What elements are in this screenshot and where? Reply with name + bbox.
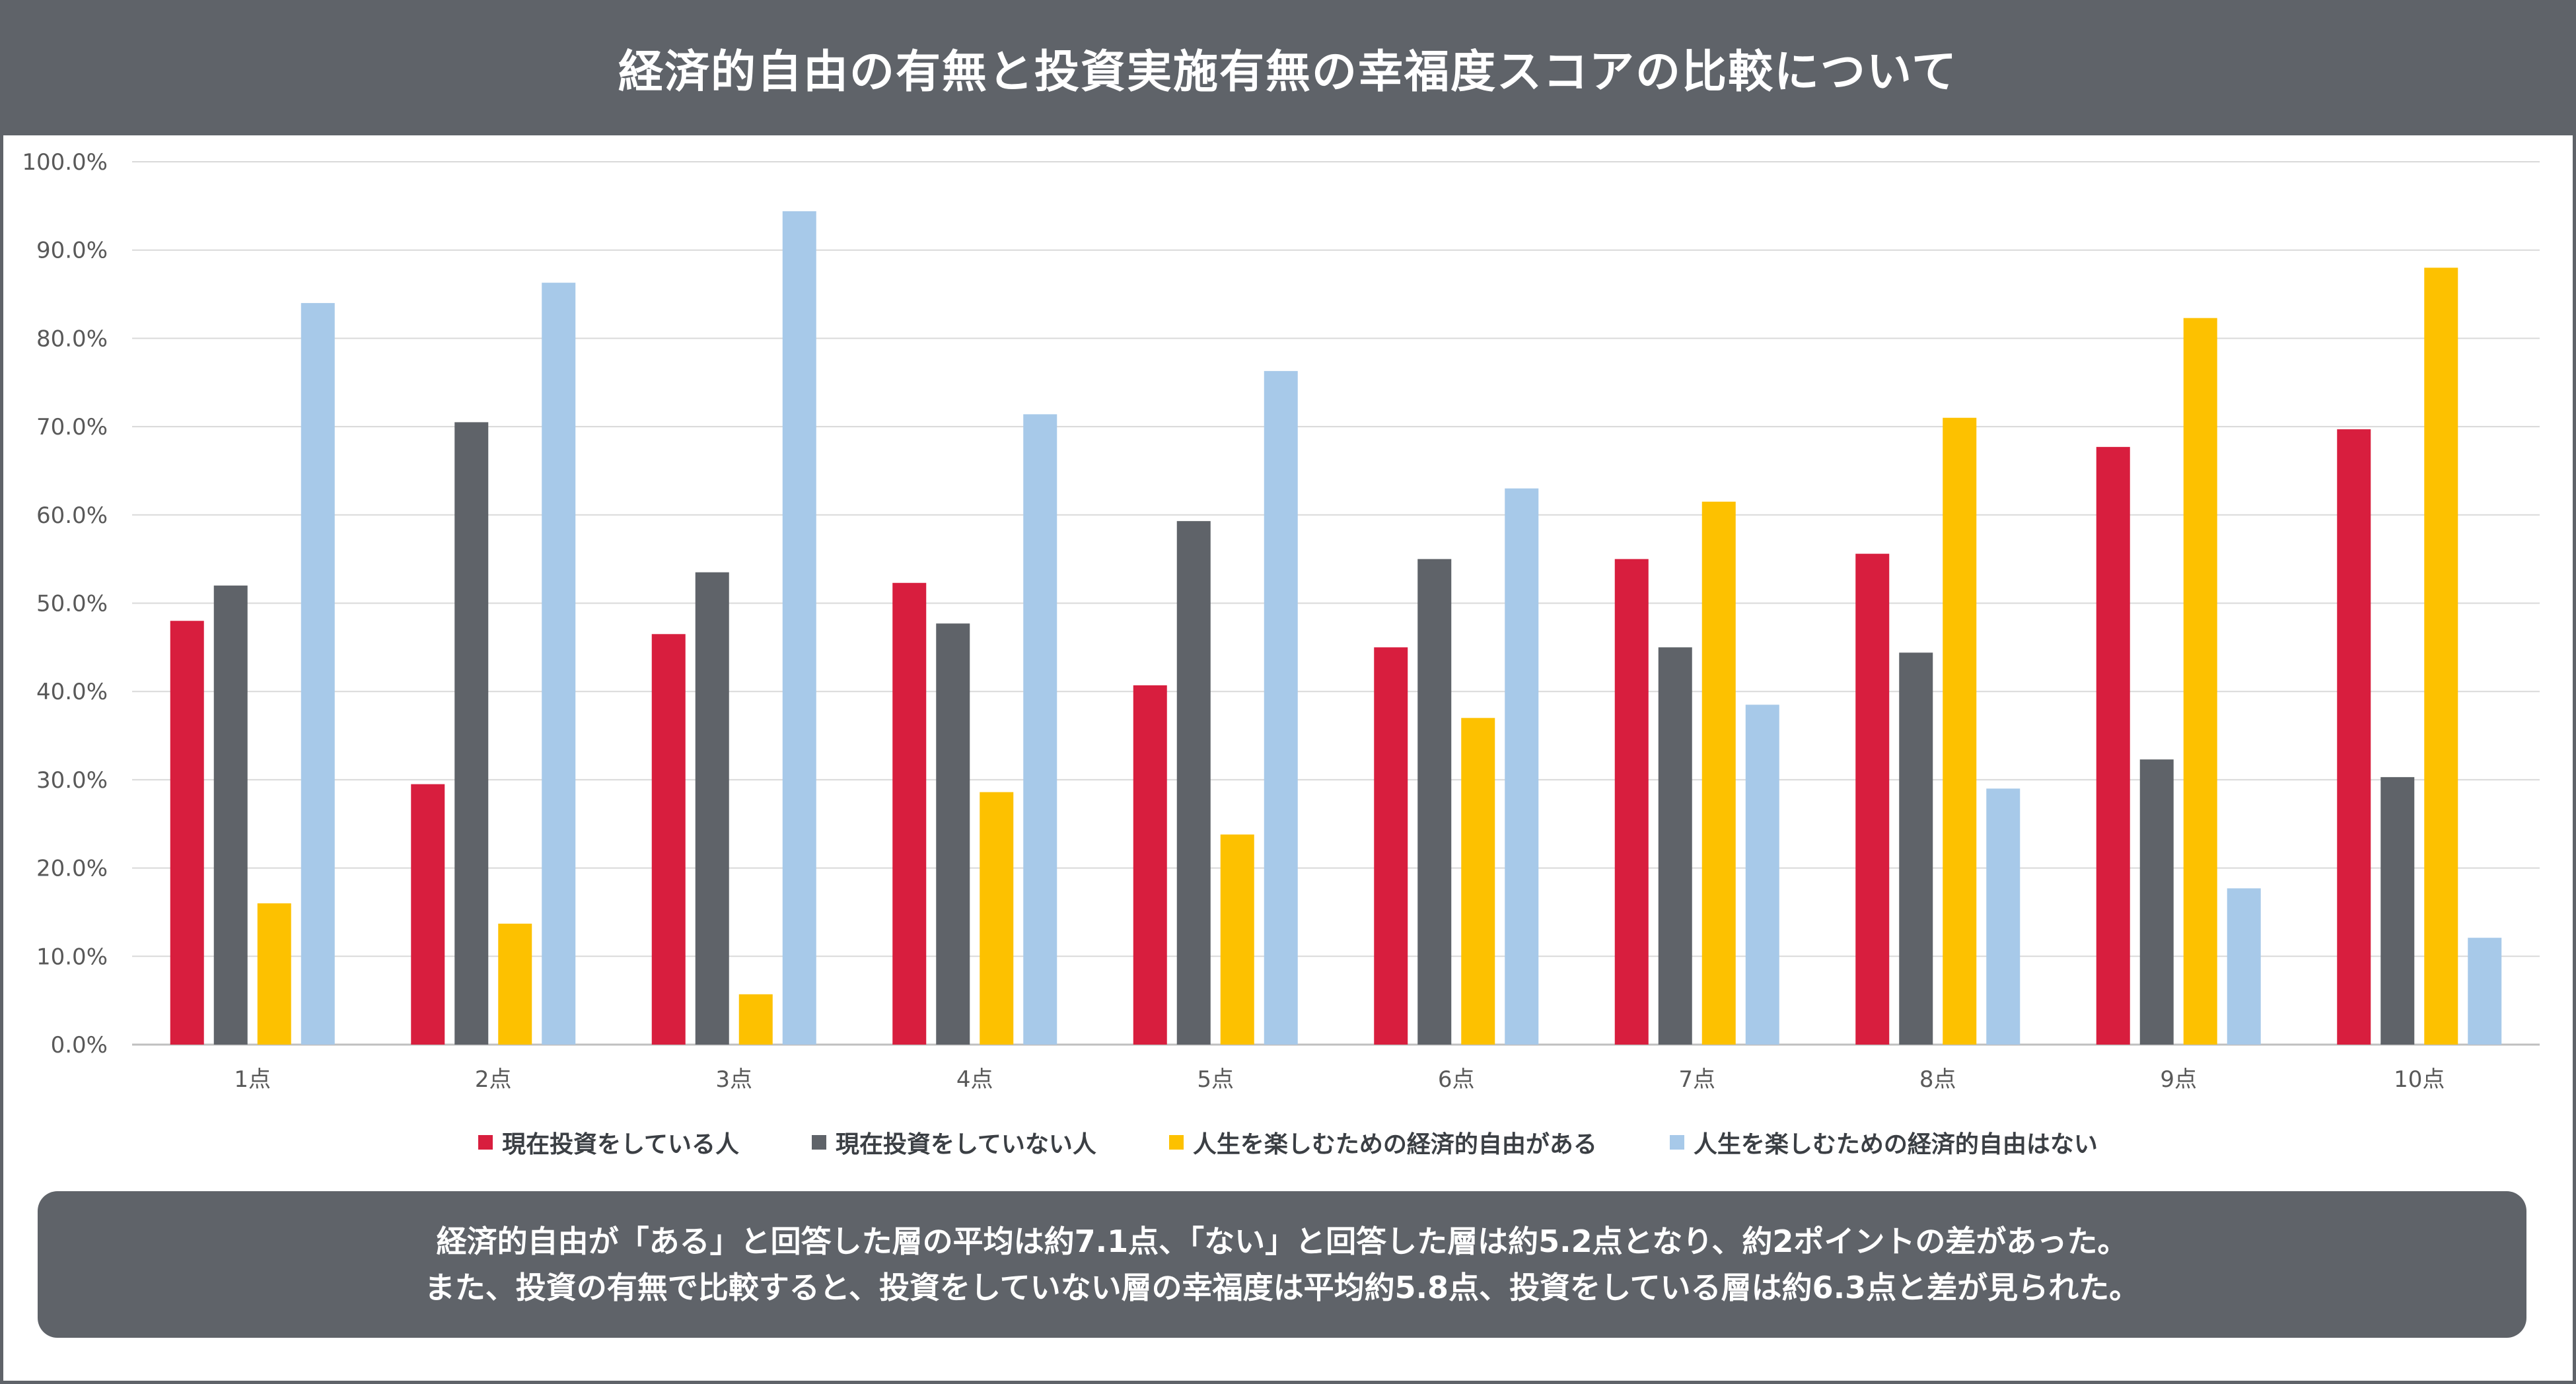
x-tick-label: 9点 xyxy=(2160,1066,2197,1093)
y-tick-label: 60.0% xyxy=(36,502,108,529)
bar xyxy=(2424,267,2458,1045)
bar xyxy=(651,634,686,1045)
bar xyxy=(1658,647,1692,1045)
y-tick-label: 10.0% xyxy=(36,944,108,970)
x-tick-label: 7点 xyxy=(1678,1066,1715,1093)
summary-note: 経済的自由が「ある」と回答した層の平均は約7.1点、「ない」と回答した層は約5.… xyxy=(38,1191,2526,1338)
bar xyxy=(1745,705,1779,1045)
legend-item-no-freedom: 人生を楽しむための経済的自由はない xyxy=(1669,1125,2098,1159)
bar xyxy=(1505,488,1539,1045)
bar xyxy=(1614,559,1649,1045)
bar xyxy=(1461,718,1495,1045)
legend-label-has-freedom: 人生を楽しむための経済的自由がある xyxy=(1192,1131,1597,1158)
chart-title: 経済的自由の有無と投資実施有無の幸福度スコアの比較について xyxy=(0,0,2576,135)
y-tick-label: 30.0% xyxy=(36,767,108,794)
bar xyxy=(1264,370,1298,1045)
bar xyxy=(498,923,532,1045)
x-tick-label: 2点 xyxy=(475,1066,512,1093)
y-tick-label: 20.0% xyxy=(36,856,108,882)
bar xyxy=(782,211,816,1045)
legend-label-investing: 現在投資をしている人 xyxy=(502,1131,739,1158)
bar xyxy=(738,994,773,1045)
bar xyxy=(2337,429,2371,1045)
bar xyxy=(1899,652,1933,1045)
bar xyxy=(2468,938,2502,1045)
bar xyxy=(1374,647,1408,1045)
bar xyxy=(1417,559,1452,1045)
bar xyxy=(936,623,970,1045)
x-tick-label: 4点 xyxy=(956,1066,993,1093)
x-tick-label: 8点 xyxy=(1919,1066,1956,1093)
x-tick-label: 5点 xyxy=(1197,1066,1234,1093)
bar xyxy=(2380,777,2415,1045)
y-tick-label: 70.0% xyxy=(36,414,108,440)
bar xyxy=(257,903,291,1045)
x-tick-label: 10点 xyxy=(2394,1066,2445,1093)
bar xyxy=(454,422,489,1045)
bar xyxy=(411,784,445,1045)
legend-label-not-investing: 現在投資をしていない人 xyxy=(835,1131,1096,1158)
bar xyxy=(1176,521,1211,1045)
legend-item-not-investing: 現在投資をしていない人 xyxy=(811,1125,1096,1159)
bar xyxy=(2183,318,2217,1045)
bar xyxy=(980,792,1014,1045)
bar xyxy=(1220,834,1254,1045)
bar xyxy=(1133,685,1167,1045)
legend-item-investing: 現在投資をしている人 xyxy=(478,1125,739,1159)
summary-line-2: また、投資の有無で比較すると、投資をしていない層の幸福度は平均約5.8点、投資を… xyxy=(424,1270,2140,1305)
y-tick-label: 40.0% xyxy=(36,679,108,705)
summary-line-1: 経済的自由が「ある」と回答した層の平均は約7.1点、「ない」と回答した層は約5.… xyxy=(436,1224,2128,1259)
y-tick-label: 100.0% xyxy=(22,149,108,176)
y-tick-label: 90.0% xyxy=(36,238,108,264)
bar xyxy=(542,283,576,1045)
bar xyxy=(1023,414,1057,1045)
legend-label-no-freedom: 人生を楽しむための経済的自由はない xyxy=(1693,1131,2098,1158)
bar xyxy=(1701,501,1736,1045)
bar xyxy=(695,572,729,1045)
bar xyxy=(301,302,335,1045)
bar xyxy=(1986,788,2021,1045)
bar xyxy=(170,621,204,1045)
x-tick-label: 3点 xyxy=(715,1066,752,1093)
bar xyxy=(2139,759,2174,1045)
x-tick-label: 1点 xyxy=(234,1066,271,1093)
bar xyxy=(892,582,927,1045)
legend-swatch-investing xyxy=(478,1135,493,1150)
bar xyxy=(2096,446,2130,1045)
legend-swatch-no-freedom xyxy=(1669,1135,1684,1150)
bar xyxy=(1855,553,1890,1045)
legend-item-has-freedom: 人生を楽しむための経済的自由がある xyxy=(1168,1125,1597,1159)
bar-chart: 0.0% 10.0% 20.0% 30.0% 40.0% 50.0% 60.0% 70.0% 8… xyxy=(22,149,2540,1093)
y-tick-label: 80.0% xyxy=(36,326,108,352)
legend-swatch-not-investing xyxy=(811,1135,826,1150)
y-tick-label: 50.0% xyxy=(36,591,108,617)
bar xyxy=(2227,888,2261,1045)
bar xyxy=(213,585,248,1045)
x-tick-label: 6点 xyxy=(1438,1066,1475,1093)
y-tick-label: 0.0% xyxy=(51,1032,108,1058)
legend-swatch-has-freedom xyxy=(1168,1135,1184,1150)
chart-legend: 現在投資をしている人 現在投資をしていない人 人生を楽しむための経済的自由がある… xyxy=(0,1123,2576,1162)
bar xyxy=(1943,417,1977,1045)
